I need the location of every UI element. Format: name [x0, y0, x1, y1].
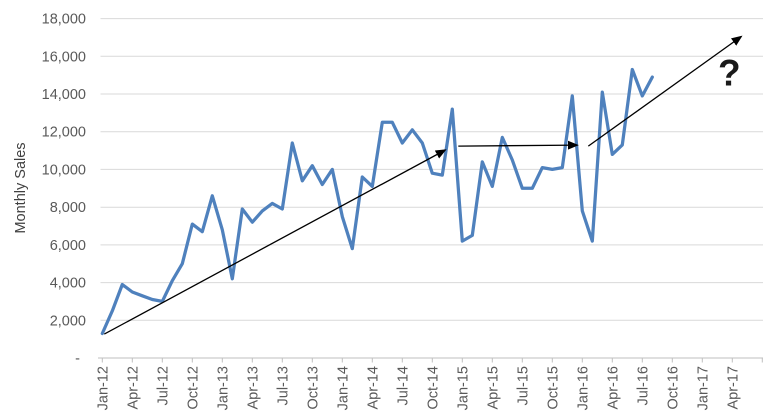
x-tick-label: Apr-13	[245, 366, 261, 410]
x-tick-label: Jan-16	[575, 366, 591, 410]
trend-arrow-growth-2012-2014	[103, 149, 447, 335]
x-tick-label: Apr-17	[725, 366, 741, 410]
x-tick-label: Oct-16	[665, 366, 681, 410]
x-tick-label: Oct-15	[545, 366, 561, 410]
y-tick-label: 16,000	[42, 49, 86, 65]
trend-arrow-growth-2016-2017	[587, 35, 743, 147]
x-tick-label: Jul-16	[635, 366, 651, 406]
x-tick-label: Jan-15	[455, 366, 471, 410]
x-tick-label: Apr-14	[365, 366, 381, 410]
x-tick-label: Oct-13	[305, 366, 321, 410]
y-tick-label: 2,000	[50, 313, 86, 329]
y-axis-title: Monthly Sales	[13, 142, 29, 233]
x-tick-label: Oct-14	[425, 366, 441, 410]
y-tick-label: 18,000	[42, 12, 86, 28]
x-tick-label: Apr-15	[485, 366, 501, 410]
y-tick-label: 4,000	[50, 276, 86, 292]
trend-arrow-plateau-2015	[458, 140, 579, 150]
y-tick-label: 6,000	[50, 238, 86, 254]
y-tick-label: -	[75, 351, 80, 367]
x-tick-label: Jul-12	[155, 366, 171, 406]
x-tick-label: Jan-17	[695, 366, 711, 410]
x-tick-label: Jan-14	[335, 366, 351, 410]
x-tick-label: Jan-13	[215, 366, 231, 410]
y-tick-label: 10,000	[42, 162, 86, 178]
x-tick-label: Jul-13	[275, 366, 291, 406]
y-tick-label: 14,000	[42, 87, 86, 103]
x-tick-label: Apr-12	[125, 366, 141, 410]
y-tick-label: 12,000	[42, 125, 86, 141]
x-tick-label: Jan-12	[95, 366, 111, 410]
x-tick-label: Oct-12	[185, 366, 201, 410]
y-tick-label: 8,000	[50, 200, 86, 216]
question-mark-annotation: ?	[718, 52, 741, 93]
x-tick-label: Jul-15	[515, 366, 531, 406]
sales-line-series	[100, 67, 654, 336]
x-tick-label: Apr-16	[605, 366, 621, 410]
x-tick-label: Jul-14	[395, 366, 411, 406]
